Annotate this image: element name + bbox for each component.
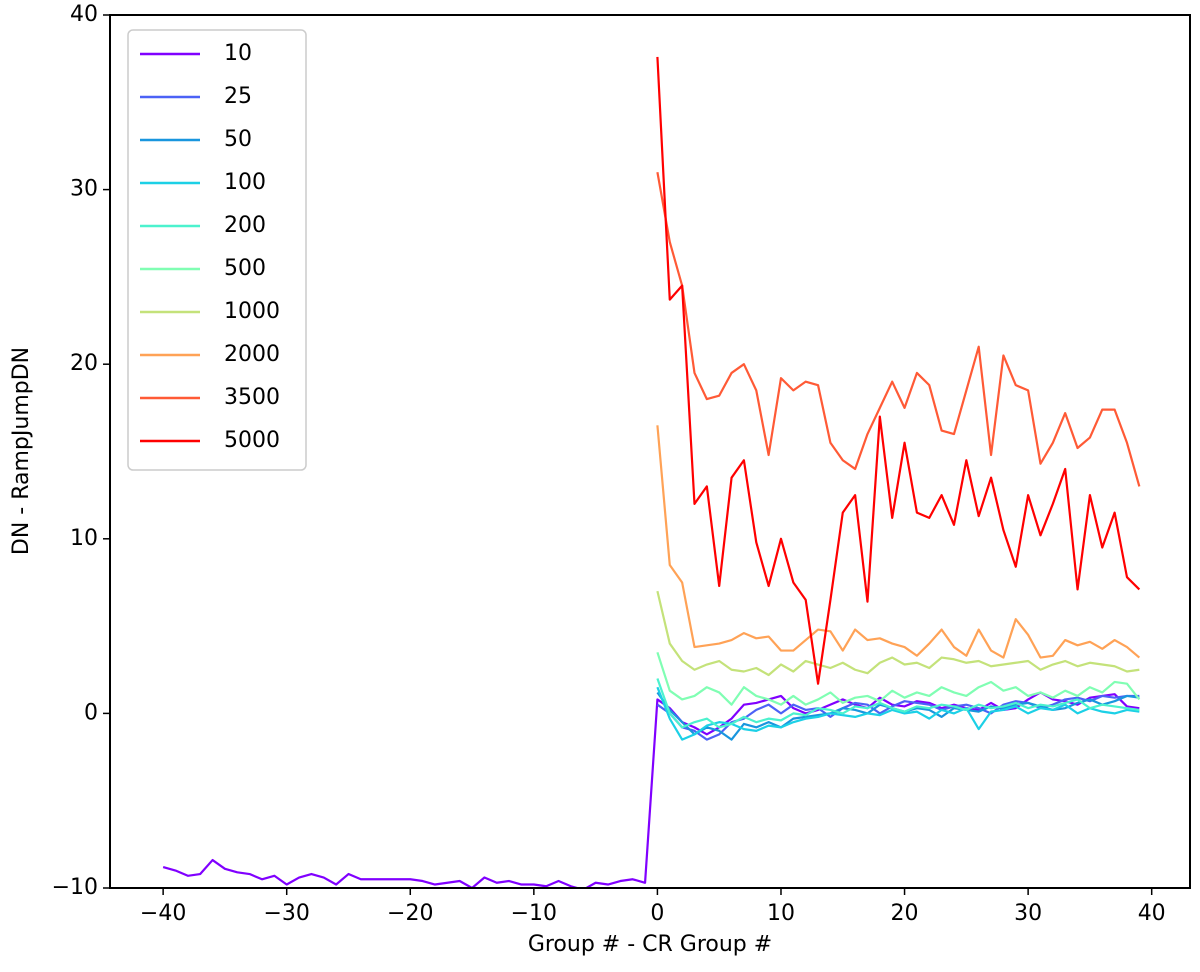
legend-label: 5000	[224, 428, 280, 453]
series-line	[656, 678, 1140, 729]
y-tick-label: 30	[70, 177, 98, 202]
legend-label: 50	[224, 127, 252, 152]
x-tick-label: −40	[140, 901, 186, 926]
y-tick-label: 20	[70, 351, 98, 376]
series-line	[656, 651, 1141, 706]
y-tick-label: 40	[70, 2, 98, 27]
series-line	[656, 686, 1140, 741]
x-tick-label: −30	[263, 901, 309, 926]
legend-label: 10	[224, 41, 252, 66]
series-line	[162, 691, 1140, 888]
x-tick-label: 40	[1138, 901, 1166, 926]
series-line	[656, 56, 1141, 685]
x-tick-label: 30	[1014, 901, 1042, 926]
series-line	[656, 590, 1140, 677]
x-tick-label: 10	[767, 901, 795, 926]
legend: 10 25 50 100 200 500 1000 2000 3500 5000	[127, 29, 307, 471]
y-tick-label: 0	[84, 700, 98, 725]
plot-frame	[109, 14, 1191, 889]
legend-label: 1000	[224, 299, 280, 324]
legend-label: 200	[224, 213, 266, 238]
x-tick-label: 0	[650, 901, 664, 926]
y-axis-label: DN - RampJumpDN	[9, 347, 34, 555]
x-tick-label: −10	[511, 901, 557, 926]
x-tick-label: 20	[891, 901, 919, 926]
legend-label: 2000	[224, 342, 280, 367]
series-line	[656, 171, 1141, 487]
legend-label: 3500	[224, 385, 280, 410]
x-axis-label: Group # - CR Group #	[528, 932, 772, 957]
x-tick-label: −20	[387, 901, 433, 926]
plot-lines	[162, 56, 1141, 888]
series-line	[656, 425, 1141, 659]
legend-label: 100	[224, 170, 266, 195]
legend-label: 25	[224, 84, 252, 109]
y-tick-label: 10	[70, 526, 98, 551]
legend-label: 500	[224, 256, 266, 281]
y-tick-label: −10	[52, 875, 98, 900]
